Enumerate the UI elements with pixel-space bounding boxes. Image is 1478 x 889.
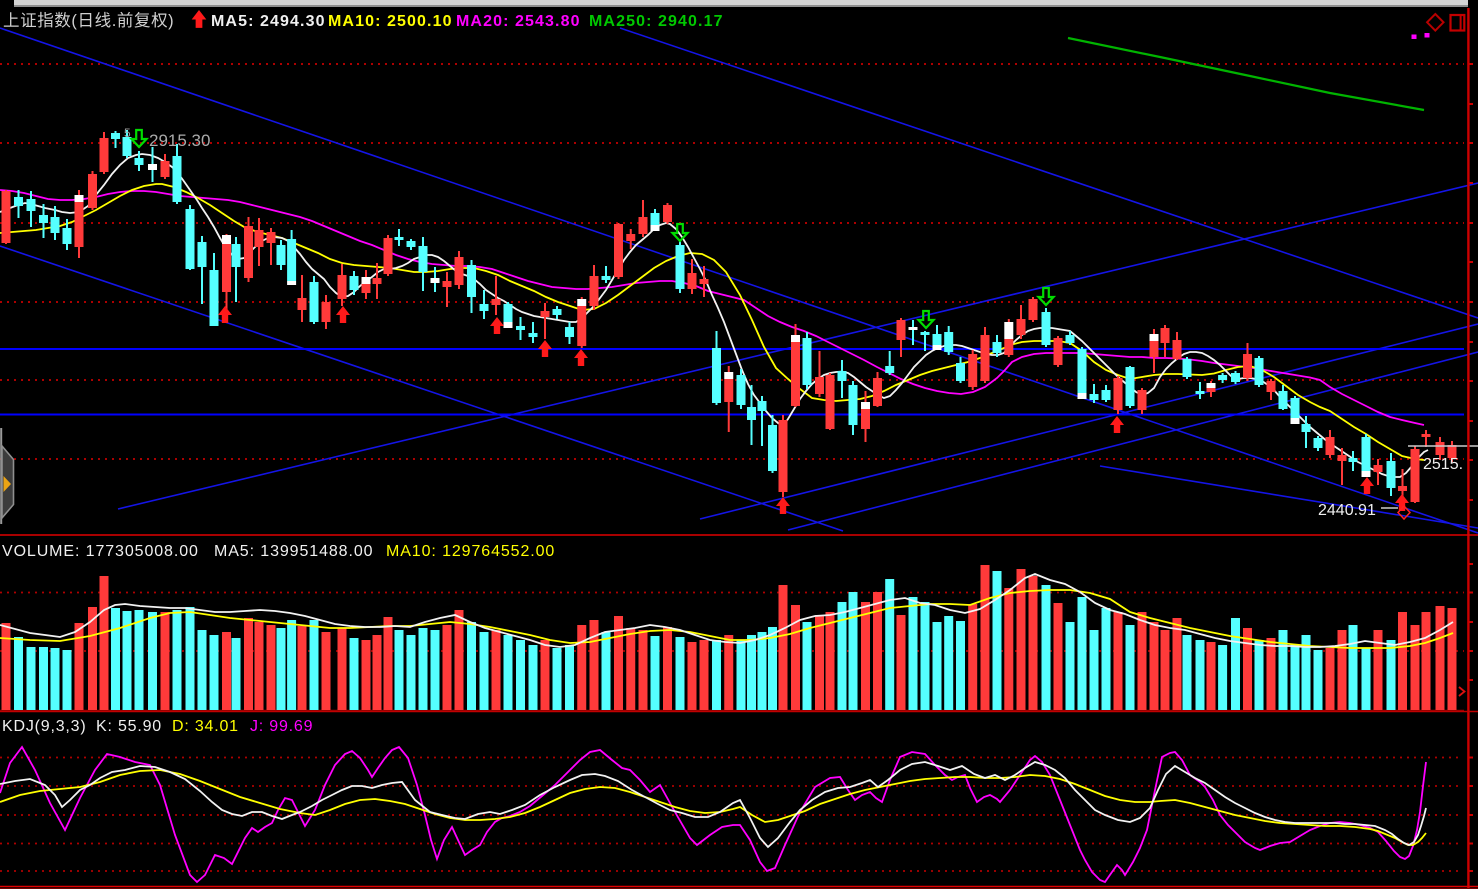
svg-text:2440.91: 2440.91 (1318, 502, 1376, 519)
svg-text:上证指数(日线.前复权): 上证指数(日线.前复权) (3, 11, 174, 30)
svg-text:KDJ(9,3,3): KDJ(9,3,3) (2, 718, 86, 735)
svg-text:MA20: 2543.80: MA20: 2543.80 (456, 13, 581, 30)
svg-text:J: 99.69: J: 99.69 (250, 718, 313, 735)
svg-text:VOLUME: 177305008.00: VOLUME: 177305008.00 (2, 543, 199, 560)
svg-text:MA250: 2940.17: MA250: 2940.17 (589, 13, 724, 30)
svg-text:2915.30: 2915.30 (149, 131, 210, 150)
svg-text:MA10: 129764552.00: MA10: 129764552.00 (386, 543, 555, 560)
svg-text:K: 55.90: K: 55.90 (96, 718, 162, 735)
svg-text:MA5: 139951488.00: MA5: 139951488.00 (214, 543, 373, 560)
svg-text:MA10: 2500.10: MA10: 2500.10 (328, 13, 453, 30)
svg-text:5: 5 (124, 126, 131, 140)
svg-text:2515.: 2515. (1423, 456, 1463, 473)
svg-text:MA5: 2494.30: MA5: 2494.30 (211, 13, 326, 30)
svg-text:D: 34.01: D: 34.01 (172, 718, 239, 735)
